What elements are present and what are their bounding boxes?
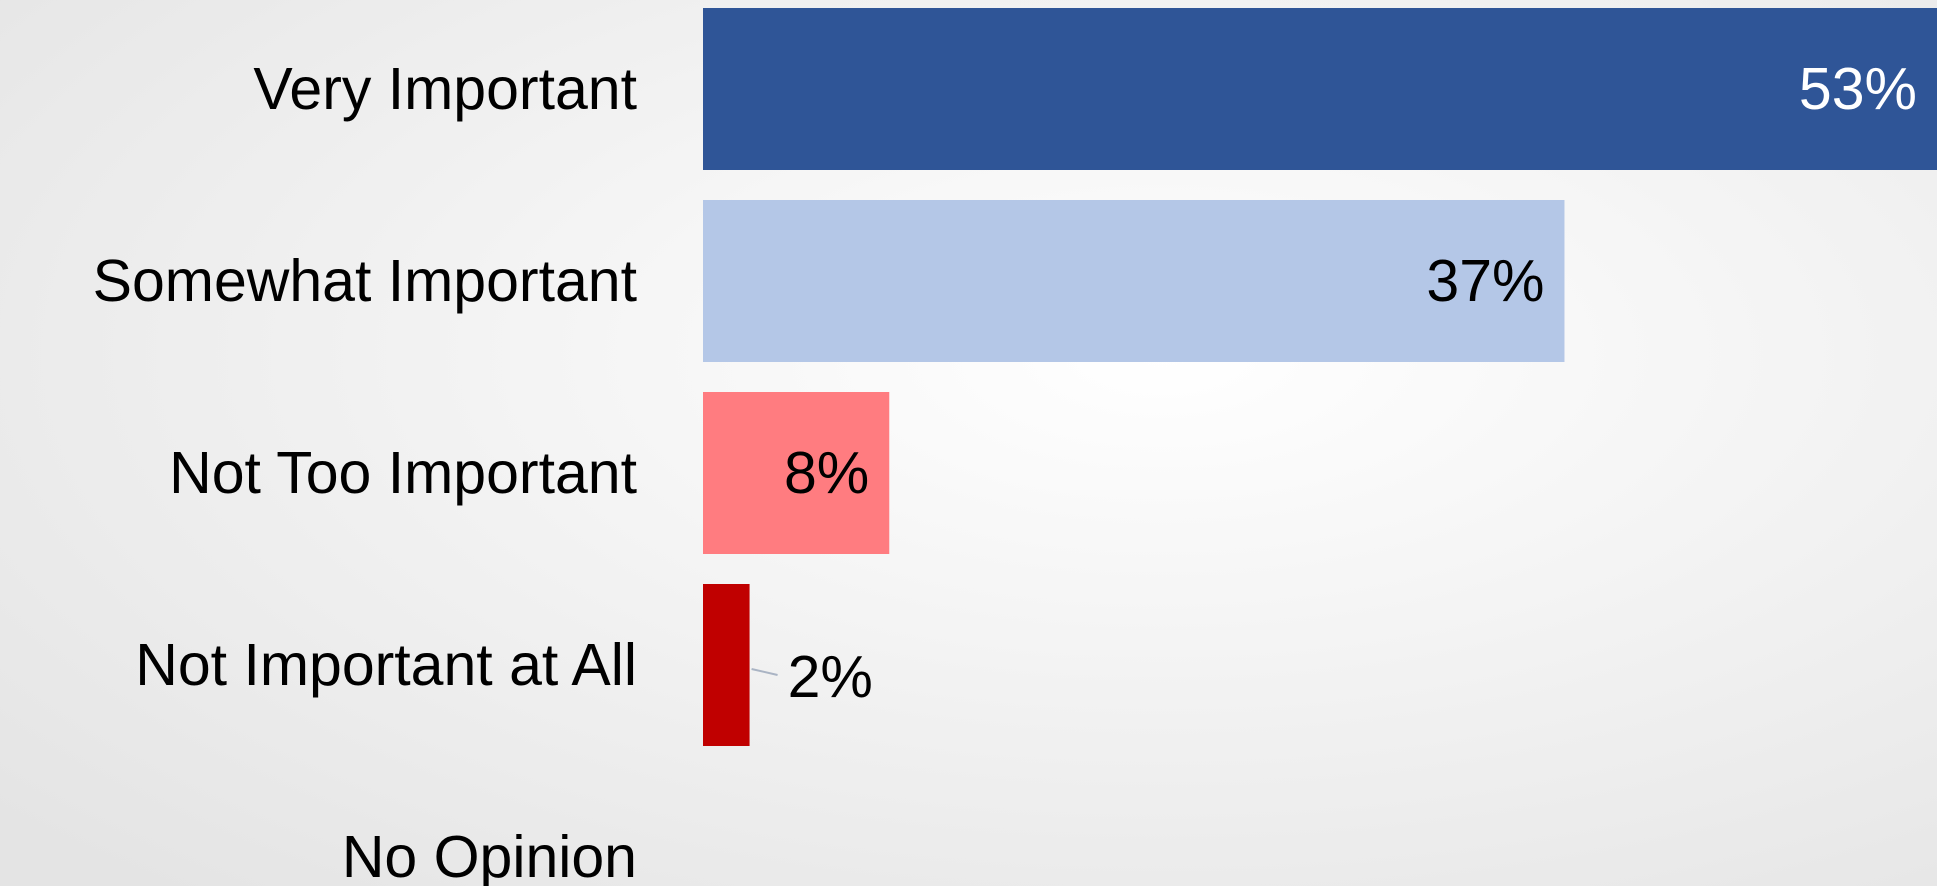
category-label: Somewhat Important [93,248,637,314]
leader-line [751,668,778,676]
category-label: Not Too Important [169,440,637,506]
category-label: Not Important at All [135,632,637,698]
value-label: 37% [1426,248,1544,314]
value-label: 2% [788,644,873,710]
bar [703,392,890,554]
bar [703,8,1937,170]
category-label: No Opinion [342,824,637,886]
value-label: 8% [784,440,869,506]
value-label: 53% [1799,56,1917,122]
category-label: Very Important [253,56,637,122]
bar [703,584,750,746]
bar [703,200,1565,362]
